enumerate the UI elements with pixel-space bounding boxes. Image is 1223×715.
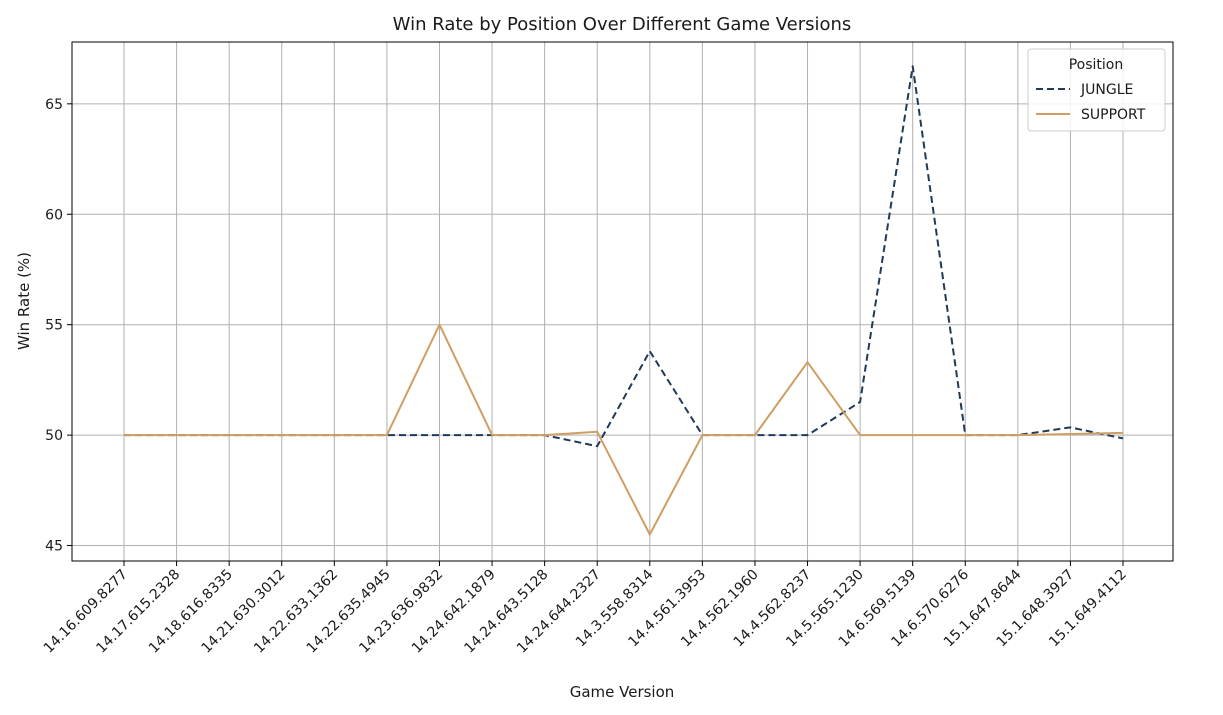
y-tick-label: 45 <box>45 539 63 555</box>
series-line-support <box>124 323 1124 536</box>
plot-frame <box>71 41 1174 562</box>
y-tick-label: 55 <box>45 318 63 334</box>
y-tick-label: 65 <box>45 97 63 113</box>
legend-label-jungle: JUNGLE <box>1080 82 1133 98</box>
chart-title: Win Rate by Position Over Different Game… <box>393 14 852 35</box>
series-line-jungle <box>124 65 1124 448</box>
x-axis-label: Game Version <box>570 683 675 701</box>
grid <box>72 42 1173 561</box>
legend-label-support: SUPPORT <box>1081 107 1146 123</box>
legend: Position JUNGLE SUPPORT <box>1027 48 1166 132</box>
y-tick-label: 50 <box>45 428 63 444</box>
legend-box <box>1027 48 1166 132</box>
series-lines <box>124 65 1124 536</box>
y-tick-label: 60 <box>45 207 63 223</box>
y-axis: 45 50 55 60 65 <box>45 97 72 555</box>
x-axis: 14.16.609.827714.17.615.232814.18.616.83… <box>41 561 1130 657</box>
y-axis-label: Win Rate (%) <box>15 252 33 350</box>
legend-title: Position <box>1069 57 1124 73</box>
